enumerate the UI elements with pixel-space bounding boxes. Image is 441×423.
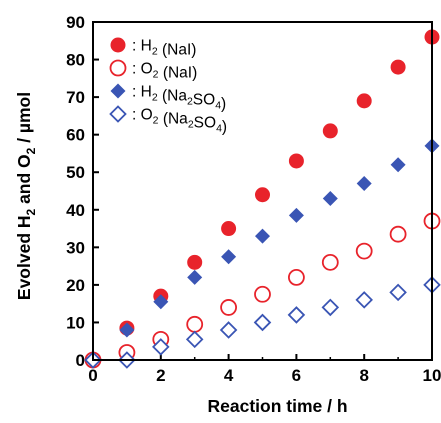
- data-point: [389, 283, 407, 302]
- data-point: [109, 105, 127, 123]
- data-point: [355, 291, 373, 309]
- legend-entry: : H2 (NaI): [110, 37, 196, 59]
- data-point: [255, 187, 270, 203]
- data-point: [186, 315, 204, 333]
- y-tick-label: 10: [66, 313, 85, 332]
- data-point: [110, 83, 126, 99]
- y-tick-label: 30: [66, 238, 85, 257]
- data-point: [221, 221, 237, 237]
- y-axis-title: Evolved H2 and O2 / µmol: [14, 92, 38, 300]
- data-point: [389, 225, 407, 243]
- y-tick-label: 50: [66, 163, 85, 182]
- data-point: [355, 242, 373, 260]
- data-point: [390, 157, 406, 173]
- data-point: [152, 338, 170, 356]
- legend-entry: : O2 (Na2SO4): [109, 105, 227, 136]
- data-point: [390, 59, 406, 75]
- legend: : H2 (NaI): O2 (NaI): H2 (Na2SO4): O2 (N…: [109, 37, 227, 136]
- data-point: [322, 191, 338, 207]
- data-point: [288, 207, 304, 223]
- y-tick-label: 0: [76, 351, 85, 370]
- y-tick-label: 20: [66, 276, 85, 295]
- legend-label: : H2 (NaI): [132, 38, 196, 59]
- data-point: [254, 285, 271, 303]
- data-point: [321, 298, 340, 317]
- data-point: [187, 269, 203, 285]
- x-tick-label: 4: [224, 366, 234, 385]
- y-tick-label: 40: [66, 201, 85, 220]
- data-point: [287, 268, 305, 286]
- data-point: [153, 294, 169, 310]
- y-tick-label: 90: [66, 13, 85, 32]
- data-point: [255, 228, 270, 244]
- plot-frame: [92, 21, 433, 361]
- data-point: [119, 322, 135, 338]
- data-point: [109, 59, 127, 77]
- legend-label: : H2 (Na2SO4): [132, 84, 226, 113]
- x-tick-label: 2: [156, 366, 165, 385]
- data-point: [356, 93, 372, 109]
- data-point: [253, 313, 272, 332]
- data-point: [220, 299, 238, 316]
- data-point: [288, 153, 304, 169]
- legend-label: : O2 (NaI): [132, 61, 197, 82]
- x-tick-label: 0: [88, 366, 97, 385]
- legend-entry: : O2 (NaI): [109, 59, 197, 82]
- data-point: [356, 175, 372, 191]
- data-point: [321, 253, 339, 271]
- data-point: [322, 123, 338, 139]
- data-point: [110, 37, 126, 53]
- legend-entry: : H2 (Na2SO4): [110, 83, 226, 113]
- x-tick-label: 6: [292, 366, 301, 385]
- axis-ticks: 0 2 4 6 8 10 0 10 20 30 40 50 60 70 80 90: [66, 13, 441, 385]
- x-tick-label: 10: [423, 366, 441, 385]
- x-axis-title: Reaction time / h: [207, 396, 347, 416]
- data-point: [187, 254, 203, 270]
- data-point: [219, 321, 238, 339]
- y-tick-label: 60: [66, 126, 85, 145]
- y-tick-label: 80: [66, 51, 85, 70]
- data-points: [84, 29, 441, 369]
- y-tick-label: 70: [66, 88, 85, 107]
- data-point: [287, 306, 306, 324]
- data-point: [185, 330, 204, 349]
- series: [85, 138, 440, 368]
- data-point: [221, 249, 237, 265]
- legend-label: : O2 (Na2SO4): [132, 107, 227, 136]
- x-tick-label: 8: [359, 366, 368, 385]
